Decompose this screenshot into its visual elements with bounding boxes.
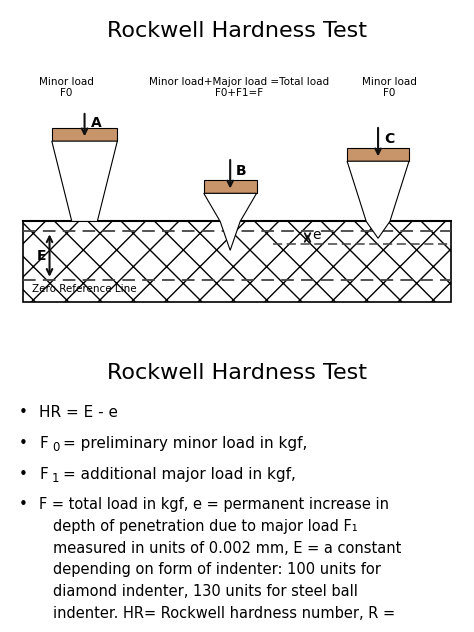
- Text: HR = E - e: HR = E - e: [39, 405, 118, 420]
- Text: Zero Reference Line: Zero Reference Line: [32, 284, 137, 295]
- Text: F: F: [39, 436, 48, 451]
- Text: = additional major load in kgf,: = additional major load in kgf,: [63, 466, 296, 482]
- Text: depending on form of indenter: 100 units for: depending on form of indenter: 100 units…: [53, 562, 381, 577]
- Text: E: E: [36, 248, 46, 262]
- Text: •: •: [18, 466, 27, 482]
- Text: F: F: [39, 466, 48, 482]
- Text: 1: 1: [52, 471, 59, 485]
- Text: •: •: [18, 405, 27, 420]
- Text: C: C: [384, 132, 394, 146]
- Text: indenter. HR= Rockwell hardness number, R =: indenter. HR= Rockwell hardness number, …: [53, 605, 395, 621]
- Text: 0: 0: [52, 441, 59, 454]
- Text: B: B: [236, 164, 246, 178]
- Text: measured in units of 0.002 mm, E = a constant: measured in units of 0.002 mm, E = a con…: [53, 540, 401, 556]
- Text: Rockwell Hardness Test: Rockwell Hardness Test: [107, 363, 367, 384]
- Bar: [23, 221, 451, 301]
- Polygon shape: [52, 141, 118, 221]
- Text: Minor load+Major load =Total load
F0+F1=F: Minor load+Major load =Total load F0+F1=…: [149, 77, 329, 99]
- Text: diamond indenter, 130 units for steel ball: diamond indenter, 130 units for steel ba…: [53, 584, 357, 599]
- Text: depth of penetration due to major load F₁: depth of penetration due to major load F…: [53, 519, 357, 534]
- Polygon shape: [204, 193, 256, 250]
- Bar: [204, 181, 256, 193]
- Text: Minor load
F0: Minor load F0: [39, 77, 94, 99]
- Text: A: A: [91, 116, 101, 130]
- Text: •: •: [18, 497, 27, 512]
- Text: Rockwell Hardness Test: Rockwell Hardness Test: [107, 21, 367, 40]
- Text: = preliminary minor load in kgf,: = preliminary minor load in kgf,: [63, 436, 307, 451]
- Polygon shape: [347, 161, 409, 238]
- Bar: [347, 149, 409, 161]
- Text: F = total load in kgf, e = permanent increase in: F = total load in kgf, e = permanent inc…: [39, 497, 389, 512]
- Bar: [52, 128, 118, 141]
- Text: e: e: [312, 229, 320, 243]
- Text: Minor load
F0: Minor load F0: [362, 77, 417, 99]
- Text: •: •: [18, 436, 27, 451]
